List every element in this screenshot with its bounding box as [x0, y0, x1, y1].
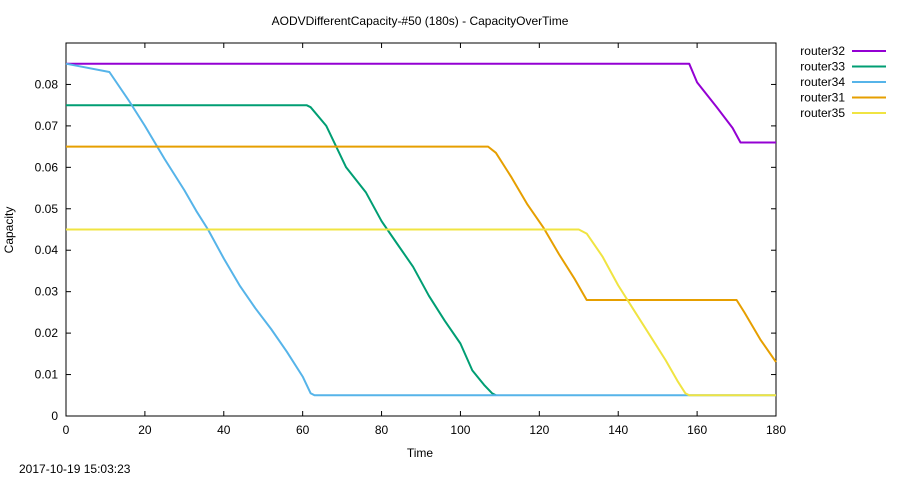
y-tick-label: 0.03	[35, 285, 59, 299]
series-line-router32	[66, 62, 776, 144]
x-tick-label: 0	[63, 423, 70, 437]
series-line-router31	[66, 145, 777, 363]
series-line-router33	[66, 104, 497, 397]
series-line-router35	[66, 228, 776, 397]
y-tick-label: 0.08	[35, 77, 59, 91]
x-tick-label: 40	[217, 423, 231, 437]
legend-label-router32: router32	[800, 44, 845, 58]
x-tick-label: 100	[450, 423, 470, 437]
x-axis-label: Time	[407, 446, 434, 460]
legend-label-router34: router34	[800, 75, 845, 89]
x-tick-label: 20	[138, 423, 152, 437]
y-tick-label: 0.04	[35, 243, 59, 257]
y-tick-label: 0.07	[35, 119, 59, 133]
legend-label-router35: router35	[800, 106, 845, 120]
y-tick-label: 0.02	[35, 326, 59, 340]
y-tick-label: 0.06	[35, 160, 59, 174]
chart-title: AODVDifferentCapacity-#50 (180s) - Capac…	[272, 14, 569, 28]
series-line-router34	[65, 62, 776, 397]
y-axis-label: Capacity	[2, 207, 16, 254]
x-tick-label: 160	[687, 423, 707, 437]
legend-label-router33: router33	[800, 60, 845, 74]
y-tick-label: 0.05	[35, 202, 59, 216]
x-tick-label: 120	[529, 423, 549, 437]
x-tick-label: 140	[608, 423, 628, 437]
series-lines	[65, 62, 777, 397]
legend-label-router31: router31	[800, 91, 845, 105]
x-axis-ticks: 0 20 40 60 80 100 120 140 160 180	[63, 43, 786, 437]
y-tick-label: 0	[51, 409, 58, 423]
y-tick-label: 0.01	[35, 368, 59, 382]
timestamp: 2017-10-19 15:03:23	[19, 462, 131, 476]
x-tick-label: 180	[766, 423, 786, 437]
y-axis-ticks: 0 0.01 0.02 0.03 0.04 0.05 0.06 0.07 0.08	[35, 77, 776, 423]
x-tick-label: 60	[296, 423, 310, 437]
x-tick-label: 80	[375, 423, 389, 437]
